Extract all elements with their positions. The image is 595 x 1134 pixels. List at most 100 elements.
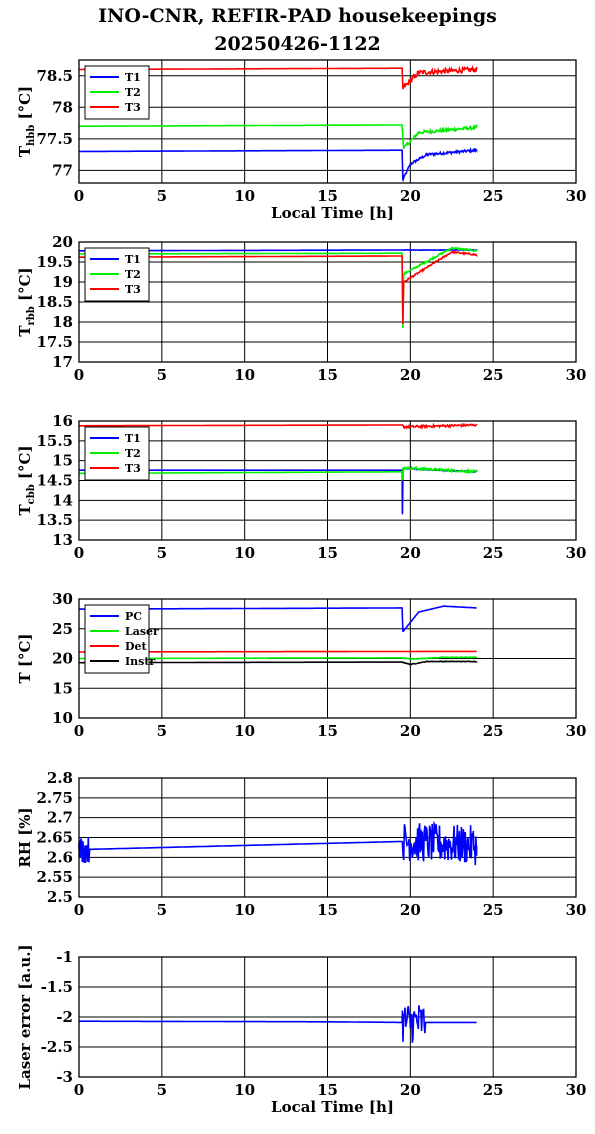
- x-tick-label: 25: [483, 544, 504, 562]
- y-tick-label: 18: [52, 313, 73, 331]
- x-tick-label: 5: [157, 901, 167, 919]
- legend-label-t3: T3: [125, 101, 141, 114]
- x-tick-label: 25: [483, 187, 504, 205]
- legend-label-laser: Laser: [125, 625, 159, 638]
- legend-label-instr: Instr: [125, 655, 155, 668]
- y-tick-label: 15: [52, 679, 73, 697]
- y-tick-label: 2.75: [36, 789, 73, 807]
- y-tick-label: 20: [52, 650, 73, 668]
- x-tick-label: 30: [566, 901, 587, 919]
- chart-panel-6: 0 5 10 15 20 25 30 -3 -2.5 -2 -1.5 -1 Local Time [h]…: [16, 944, 586, 1116]
- y-tick-label: 14.5: [36, 472, 73, 490]
- legend: T1 T2 T3: [84, 247, 150, 302]
- x-tick-label: 30: [566, 722, 587, 740]
- x-tick-label: 5: [157, 544, 167, 562]
- x-tick-label: 15: [317, 366, 338, 384]
- y-tick-label: 2.5: [47, 888, 73, 906]
- y-tick-label: 16: [52, 412, 73, 430]
- y-tick-label: 2.55: [36, 868, 73, 886]
- y-tick-label: 78: [52, 98, 73, 116]
- y-axis-label: Thbb [°C]: [16, 86, 37, 157]
- x-tick-label: 25: [483, 901, 504, 919]
- y-tick-label: 30: [52, 590, 73, 608]
- y-tick-label: 19.5: [36, 253, 73, 271]
- y-axis-label: T [°C]: [16, 633, 34, 683]
- y-axis-label: Laser error [a.u.]: [16, 944, 34, 1089]
- x-tick-label: 30: [566, 366, 587, 384]
- x-tick-label: 10: [234, 722, 255, 740]
- y-tick-label: 2.65: [36, 829, 73, 847]
- y-tick-label: 78.5: [36, 67, 73, 85]
- legend-label-t1: T1: [125, 71, 141, 84]
- x-tick-label: 15: [317, 722, 338, 740]
- plot-frame: [78, 956, 577, 1078]
- y-tick-label: 77: [52, 161, 73, 179]
- y-tick-label: -1.5: [41, 978, 73, 996]
- series-line-t1: [79, 146, 478, 183]
- y-tick-label: 20: [52, 233, 73, 251]
- legend-label-t1: T1: [125, 253, 141, 266]
- legend-label-t3: T3: [125, 462, 141, 475]
- series-line-t3: [79, 422, 478, 430]
- x-tick-label: 20: [400, 722, 421, 740]
- x-tick-label: 25: [483, 722, 504, 740]
- x-tick-label: 30: [566, 544, 587, 562]
- x-tick-label: 15: [317, 187, 338, 205]
- x-tick-label: 20: [400, 187, 421, 205]
- x-tick-label: 5: [157, 1081, 167, 1099]
- x-tick-label: 25: [483, 366, 504, 384]
- x-tick-label: 5: [157, 722, 167, 740]
- x-tick-label: 10: [234, 366, 255, 384]
- legend-label-det: Det: [125, 640, 148, 653]
- y-axis-label: Trbb [°C]: [16, 267, 37, 336]
- x-tick-label: 10: [234, 1081, 255, 1099]
- legend-label-t3: T3: [125, 283, 141, 296]
- x-tick-label: 0: [74, 722, 84, 740]
- plot-frame: [78, 241, 577, 363]
- series-line-t2: [79, 123, 478, 149]
- chart-title: INO-CNR, REFIR-PAD housekeepings: [98, 5, 497, 27]
- chart-panel-5: 0 5 10 15 20 25 30 2.5 2.55 2.62.65 2.7 2.75 2.8 RH […: [16, 769, 586, 919]
- y-tick-label: 10: [52, 709, 73, 727]
- y-tick-label: 2.8: [47, 769, 73, 787]
- y-tick-label: -3: [56, 1068, 73, 1086]
- x-tick-label: 5: [157, 366, 167, 384]
- y-tick-label: 17: [52, 353, 73, 371]
- x-axis-label: Local Time [h]: [271, 1098, 394, 1116]
- y-tick-label: 25: [52, 620, 73, 638]
- y-tick-label: 13.5: [36, 511, 73, 529]
- series-line-data: [79, 1005, 477, 1043]
- y-tick-label: 2.6: [47, 848, 73, 866]
- legend: T1 T2 T3: [84, 426, 150, 481]
- x-tick-label: 0: [74, 901, 84, 919]
- legend: PC Laser Det Instr: [84, 604, 159, 674]
- chart-subtitle: 20250426-1122: [214, 33, 381, 55]
- x-tick-label: 25: [483, 1081, 504, 1099]
- y-tick-label: -2.5: [41, 1038, 73, 1056]
- plot-frame: [78, 598, 577, 719]
- x-tick-label: 15: [317, 544, 338, 562]
- x-tick-label: 20: [400, 366, 421, 384]
- y-tick-label: 13: [52, 531, 73, 549]
- y-tick-label: 19: [52, 273, 73, 291]
- x-tick-label: 30: [566, 1081, 587, 1099]
- legend: T1 T2 T3: [84, 65, 150, 120]
- y-tick-label: 15.5: [36, 432, 73, 450]
- legend-label-t2: T2: [125, 86, 141, 99]
- x-tick-label: 0: [74, 1081, 84, 1099]
- legend-label-t2: T2: [125, 268, 141, 281]
- x-tick-label: 10: [234, 544, 255, 562]
- legend-label-t1: T1: [125, 432, 141, 445]
- chart-panel-4: 0 5 10 15 20 25 30 10 15 20 25 30 T [°C] PC Laser Det In…: [16, 590, 586, 740]
- y-tick-label: 15: [52, 452, 73, 470]
- chart-panel-1: 0 5 10 15 20 25 30 77 77.5 78 78.5 Local Time [h] Th…: [16, 59, 586, 222]
- y-axis-label: Tcbb [°C]: [16, 445, 37, 515]
- plot-frame: [78, 420, 577, 541]
- y-tick-label: 77.5: [36, 130, 73, 148]
- plot-frame: [78, 59, 577, 184]
- chart-panel-2: 0 5 10 15 20 25 30 17 17.5 18 18.5 19 19.5 20 Trbb [°C…: [16, 233, 586, 384]
- x-tick-label: 10: [234, 901, 255, 919]
- y-tick-label: -1: [56, 948, 73, 966]
